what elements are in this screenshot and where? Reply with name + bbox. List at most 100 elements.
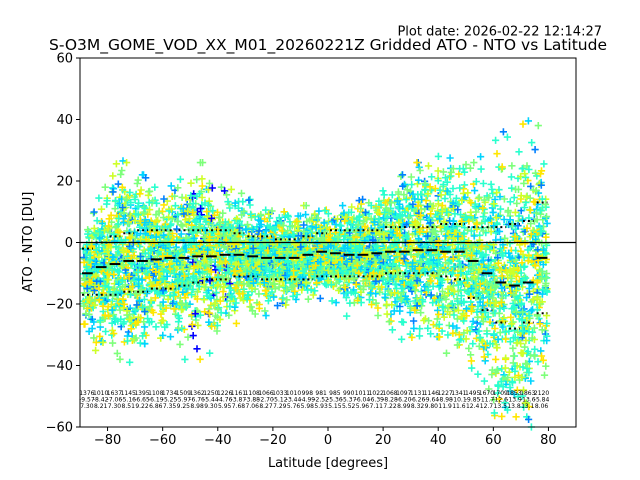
scatter-point [413,180,422,188]
scatter-point [227,185,235,193]
scatter-point [189,332,197,340]
scatter-point [105,251,113,259]
scatter-point [96,332,104,340]
scatter-point [385,318,393,326]
scatter-point [174,211,182,219]
scatter-point [105,266,113,274]
scatter-point [83,284,91,292]
scatter-point [145,198,153,206]
scatter-point [184,333,192,341]
scatter-point [246,201,254,209]
scatter-point [131,195,139,204]
scatter-point [112,315,120,323]
scatter-point [214,281,222,289]
scatter-points [79,117,551,431]
scatter-point [200,296,208,304]
scatter-point [114,180,122,188]
scatter-point [91,256,99,265]
scatter-point [135,262,144,270]
scatter-point [499,128,507,136]
scatter-point [97,205,106,213]
scatter-point [109,339,117,347]
scatter-point [116,355,124,363]
scatter-point [82,310,90,318]
scatter-point [137,186,145,194]
scatter-point [388,326,396,334]
scatter-point [328,297,336,305]
scatter-point [415,176,423,184]
scatter-point [131,217,139,225]
scatter-point [123,307,131,315]
scatter-point [136,190,144,198]
scatter-point [146,222,154,230]
scatter-point [150,239,158,247]
scatter-point [181,355,189,363]
scatter-point [95,253,103,261]
scatter-point [125,315,133,323]
scatter-point [468,364,476,372]
scatter-point [167,182,175,190]
scatter-point [167,205,176,213]
scatter-point [231,303,239,311]
scatter-point [179,205,187,213]
scatter-point [206,349,214,357]
scatter-point [165,260,174,268]
scatter-point [467,357,475,365]
scatter-point [444,331,452,339]
scatter-point [120,300,128,308]
scatter-point [127,325,135,333]
scatter-point [85,233,93,241]
scatter-point [232,319,240,327]
scatter-point [492,355,500,363]
scatter-point [106,229,114,237]
scatter-point [204,201,212,209]
scatter-point [112,160,120,168]
scatter-point [161,280,169,288]
scatter-point [179,265,187,274]
scatter-point [398,335,406,343]
scatter-point [204,186,213,194]
scatter-point [122,195,130,203]
plot-date-subtitle: Plot date: 2026-02-22 12:14:27 [397,25,602,40]
scatter-point [96,316,104,324]
scatter-point [192,216,200,224]
scatter-point [209,207,217,215]
scatter-point [153,222,161,230]
scatter-point [205,179,214,187]
scatter-point [410,317,418,325]
scatter-point [379,187,387,195]
scatter-point [507,173,515,181]
scatter-point [470,159,478,167]
scatter-point [189,208,197,217]
scatter-point [428,173,436,181]
scatter-point [456,165,464,173]
scatter-point [196,355,204,363]
scatter-point [135,296,143,304]
scatter-point [141,308,149,316]
scatter-point [179,288,187,296]
scatter-point [174,249,182,257]
scatter-point [339,202,347,210]
scatter-point [188,311,196,319]
scatter-point [160,195,168,203]
scatter-point [163,321,171,329]
scatter-point [159,331,167,339]
scatter-point [133,179,141,188]
scatter-point [534,122,542,130]
scatter-point [148,318,156,326]
scatter-point [205,309,213,317]
scatter-point [239,198,247,206]
scatter-point [197,205,205,213]
scatter-point [474,370,482,378]
scatter-point [144,191,152,199]
scatter-point [88,325,96,333]
scatter-point [125,272,133,281]
scatter-point [182,281,190,290]
scatter-point [175,314,183,322]
scatter-point [126,212,134,220]
scatter-point [199,159,207,167]
scatter-point [446,154,454,162]
scatter-point [219,209,227,217]
scatter-point [359,195,367,203]
scatter-point [93,217,101,225]
